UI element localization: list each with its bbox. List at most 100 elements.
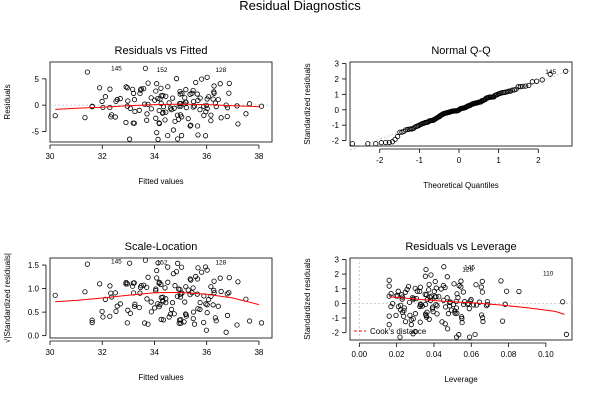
x-tick-label: 0.00 (352, 350, 368, 359)
data-point (509, 87, 515, 93)
data-point (152, 305, 158, 311)
data-point (113, 308, 119, 314)
data-point (386, 277, 392, 283)
data-point (426, 281, 432, 288)
data-point (388, 303, 394, 310)
data-point (142, 320, 148, 326)
data-point (246, 101, 253, 107)
data-point (539, 77, 545, 83)
data-point (386, 139, 392, 146)
data-point (392, 136, 398, 142)
data-point (401, 307, 407, 314)
data-point (473, 282, 479, 288)
x-tick-label: 0.06 (463, 350, 479, 359)
data-point (177, 112, 184, 118)
data-point (193, 79, 199, 86)
x-tick-label: 0.02 (389, 350, 405, 359)
data-point (213, 318, 219, 324)
data-point (453, 305, 460, 311)
data-point (89, 317, 95, 323)
data-point (401, 305, 407, 311)
data-point (452, 308, 458, 314)
data-point (82, 289, 88, 295)
data-point (547, 71, 553, 77)
data-point (424, 309, 430, 315)
y-tick-label: -1 (332, 121, 340, 130)
data-point (89, 319, 95, 326)
observation-label: 128 (215, 260, 226, 267)
data-point (453, 334, 460, 340)
data-point (107, 283, 113, 289)
y-tick-label: -5 (32, 127, 40, 136)
data-point (218, 288, 224, 295)
data-point (433, 285, 439, 291)
data-point (166, 314, 172, 320)
data-point (152, 97, 158, 103)
data-point (208, 118, 214, 124)
data-point (145, 80, 151, 86)
data-point (155, 260, 161, 266)
data-point (155, 95, 161, 102)
data-point (204, 74, 210, 80)
data-point (170, 127, 177, 133)
data-point (407, 312, 413, 318)
data-point (417, 319, 423, 325)
data-point (163, 93, 169, 99)
y-tick-label: 2 (335, 75, 340, 84)
data-point (114, 303, 120, 309)
data-point (402, 319, 409, 325)
data-point (144, 111, 150, 117)
data-point (399, 294, 406, 300)
data-point (405, 283, 412, 290)
observation-label: 152 (157, 260, 168, 267)
data-point (191, 103, 198, 109)
data-point (417, 284, 423, 290)
observation-label: 128 (462, 267, 473, 274)
data-point (204, 302, 210, 308)
x-tick-label: 2 (536, 156, 541, 165)
data-point (466, 306, 472, 312)
data-point (167, 105, 174, 111)
smooth-line (55, 103, 259, 110)
y-tick-label: 0 (35, 101, 40, 110)
data-point (211, 83, 217, 89)
x-tick-label: 32 (98, 348, 107, 357)
data-point (504, 288, 510, 294)
data-point (389, 139, 395, 145)
data-point (154, 267, 160, 274)
data-point (560, 299, 566, 305)
data-point (97, 85, 103, 91)
data-point (204, 105, 210, 112)
data-point (451, 281, 457, 287)
observation-label: 128 (215, 67, 226, 74)
data-point (160, 93, 166, 99)
data-point (171, 105, 177, 111)
data-point (502, 301, 508, 307)
data-point (187, 291, 193, 298)
plot-frame (349, 61, 573, 147)
data-point (145, 321, 151, 327)
data-point (224, 312, 231, 319)
data-point (204, 96, 210, 102)
data-point (201, 319, 207, 326)
data-point (520, 83, 526, 89)
data-point (136, 107, 142, 113)
x-tick-label: 0 (457, 156, 462, 165)
data-point (215, 303, 221, 309)
data-point (395, 133, 401, 140)
data-point (234, 322, 240, 328)
data-point (148, 95, 154, 101)
data-point (160, 299, 166, 305)
panel-normal-qq: Normal Q-Q -2 -1 0 1 2 -2 -1 0 1 2 3 Theoretical Qua… (303, 45, 573, 190)
panel-residuals-vs-leverage: Residuals vs Leverage 0.00 0.02 0.04 0.06 0.0… (303, 241, 573, 384)
data-point (211, 287, 217, 293)
data-point (157, 96, 163, 102)
data-point (478, 312, 485, 318)
data-point (142, 101, 148, 107)
observation-label: 145 (111, 258, 122, 265)
data-point (433, 301, 439, 308)
data-point (165, 132, 171, 139)
data-point (165, 279, 171, 285)
data-point (365, 141, 371, 147)
data-point (203, 301, 209, 307)
